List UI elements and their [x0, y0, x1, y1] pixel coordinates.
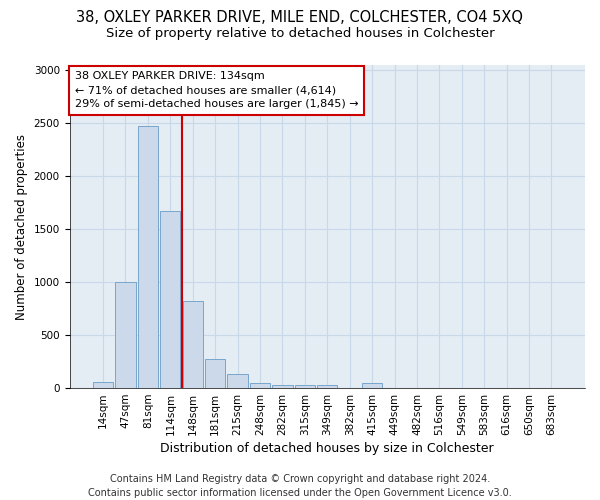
Bar — [93, 382, 113, 388]
Bar — [138, 126, 158, 388]
Bar — [182, 301, 203, 388]
Bar — [317, 385, 337, 388]
Y-axis label: Number of detached properties: Number of detached properties — [15, 134, 28, 320]
Bar — [362, 383, 382, 388]
Bar — [115, 282, 136, 388]
Bar — [295, 385, 315, 388]
X-axis label: Distribution of detached houses by size in Colchester: Distribution of detached houses by size … — [160, 442, 494, 455]
Bar — [205, 360, 225, 388]
Text: 38, OXLEY PARKER DRIVE, MILE END, COLCHESTER, CO4 5XQ: 38, OXLEY PARKER DRIVE, MILE END, COLCHE… — [77, 10, 523, 25]
Bar — [272, 385, 293, 388]
Text: 38 OXLEY PARKER DRIVE: 134sqm
← 71% of detached houses are smaller (4,614)
29% o: 38 OXLEY PARKER DRIVE: 134sqm ← 71% of d… — [74, 72, 358, 110]
Text: Contains HM Land Registry data © Crown copyright and database right 2024.
Contai: Contains HM Land Registry data © Crown c… — [88, 474, 512, 498]
Bar — [250, 383, 270, 388]
Bar — [160, 211, 181, 388]
Text: Size of property relative to detached houses in Colchester: Size of property relative to detached ho… — [106, 28, 494, 40]
Bar — [227, 374, 248, 388]
